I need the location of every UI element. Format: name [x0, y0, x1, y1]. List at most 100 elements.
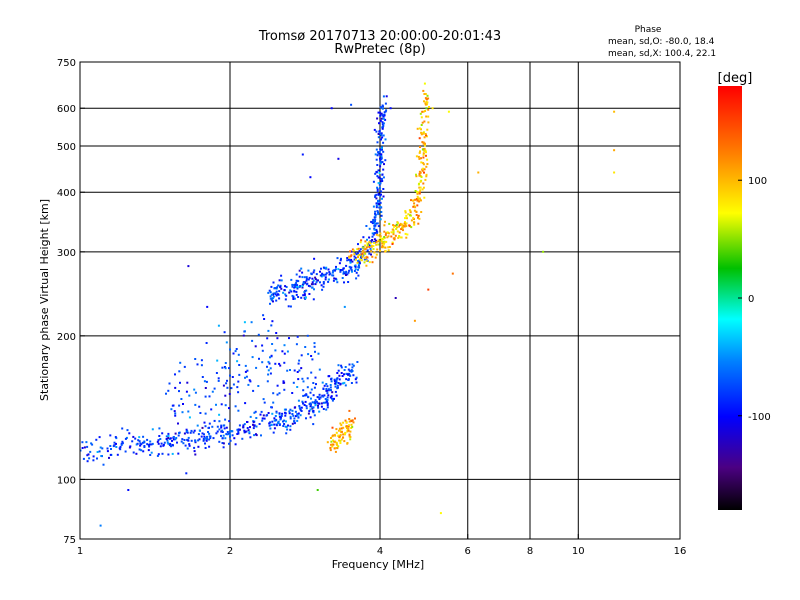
data-point [356, 248, 359, 251]
data-point [375, 170, 378, 173]
data-point [345, 274, 347, 276]
data-point [358, 259, 361, 262]
data-point [279, 286, 282, 289]
data-point [399, 236, 402, 239]
data-point [243, 330, 246, 333]
data-point [392, 233, 395, 236]
data-point [298, 359, 301, 362]
data-point [296, 413, 299, 416]
data-point [226, 431, 229, 433]
data-point [305, 394, 308, 397]
data-point [364, 244, 367, 247]
data-point [169, 442, 172, 445]
data-point [297, 296, 300, 298]
data-point [418, 151, 421, 154]
data-point [342, 433, 345, 436]
data-point [199, 412, 202, 414]
colorbar-tick-label: -100 [748, 412, 771, 423]
data-point [410, 219, 413, 222]
data-point [279, 284, 282, 287]
data-point [96, 457, 98, 460]
data-point [343, 281, 345, 284]
data-point [422, 142, 425, 145]
data-point [300, 410, 303, 412]
data-point [384, 118, 387, 121]
data-point [295, 290, 298, 293]
data-point [301, 286, 304, 289]
data-point [384, 102, 387, 105]
data-point [362, 246, 365, 249]
y-tick-label: 300 [57, 248, 76, 259]
data-point [303, 294, 306, 297]
data-point [335, 380, 338, 383]
data-point [173, 410, 176, 413]
data-point [275, 299, 278, 302]
data-point [186, 430, 189, 433]
data-point [326, 392, 329, 395]
chart-title: Tromsø 20170713 20:00:00-20:01:43 [258, 29, 501, 44]
data-point [304, 296, 307, 299]
data-point [380, 112, 383, 115]
x-tick-label: 8 [527, 546, 533, 557]
data-point [418, 174, 421, 177]
data-point [336, 372, 339, 374]
data-point [405, 225, 408, 228]
data-point [261, 419, 264, 422]
data-point [422, 163, 425, 166]
data-point [327, 388, 330, 391]
data-point [345, 425, 348, 428]
data-point [348, 269, 351, 272]
data-point [299, 414, 302, 417]
data-point [283, 381, 286, 384]
data-point [308, 410, 311, 413]
data-point [380, 161, 383, 164]
data-point [391, 241, 394, 244]
data-point [336, 377, 339, 380]
data-point [143, 446, 146, 448]
data-point [231, 434, 234, 437]
y-axis-ticks: 75 100 200 300 400 500 600 750 [57, 58, 85, 546]
data-point [113, 444, 116, 447]
data-point [381, 161, 384, 164]
data-point [415, 155, 418, 158]
data-point [333, 378, 336, 381]
data-point [188, 444, 191, 447]
data-point [375, 202, 378, 205]
data-point [293, 286, 296, 289]
data-point [356, 361, 359, 363]
data-point [304, 281, 307, 284]
data-point [375, 204, 378, 207]
data-point [326, 389, 328, 392]
data-point [252, 427, 255, 430]
data-point [366, 242, 369, 245]
data-point [425, 115, 428, 118]
data-point [388, 246, 391, 248]
data-point [342, 436, 344, 439]
data-point [355, 271, 358, 274]
data-point [416, 204, 419, 207]
data-point [186, 381, 189, 384]
data-point [275, 424, 278, 427]
data-point [350, 423, 353, 426]
data-point [418, 170, 421, 173]
data-point [322, 285, 325, 288]
data-point [330, 443, 333, 446]
data-point [357, 266, 360, 269]
data-point [376, 222, 379, 225]
data-point [385, 240, 388, 243]
data-point [425, 134, 427, 137]
data-point [187, 439, 190, 442]
data-point [161, 432, 164, 435]
data-point [379, 232, 382, 235]
data-point [305, 278, 308, 280]
data-point [288, 410, 291, 413]
data-point [380, 240, 383, 243]
data-point [374, 215, 377, 218]
data-point [358, 250, 361, 253]
data-point [380, 155, 383, 158]
data-point [360, 239, 363, 242]
data-point [383, 114, 386, 117]
data-point [312, 410, 315, 412]
data-point [217, 377, 220, 380]
data-point [320, 267, 322, 270]
